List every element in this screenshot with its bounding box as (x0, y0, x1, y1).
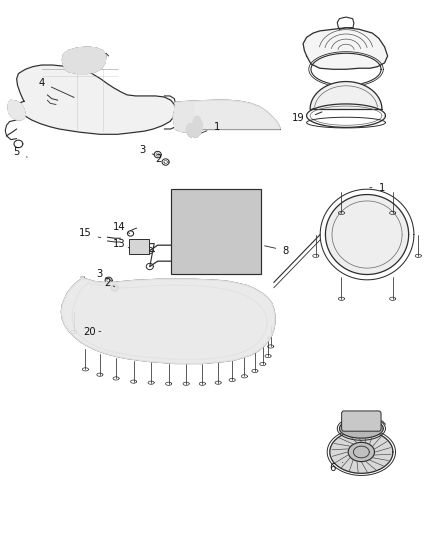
Polygon shape (62, 47, 106, 74)
Text: 20: 20 (84, 327, 101, 336)
FancyBboxPatch shape (342, 411, 381, 431)
Polygon shape (105, 277, 112, 284)
Bar (171, 189, 261, 274)
Polygon shape (175, 100, 280, 129)
Polygon shape (162, 159, 169, 165)
Polygon shape (310, 82, 382, 109)
Text: 2: 2 (155, 154, 165, 164)
Polygon shape (111, 285, 118, 291)
Polygon shape (225, 220, 232, 226)
Text: 1: 1 (201, 122, 220, 133)
Text: 5: 5 (14, 147, 27, 157)
Polygon shape (348, 442, 374, 462)
Polygon shape (233, 212, 240, 219)
Text: 19: 19 (291, 108, 314, 123)
Polygon shape (61, 277, 275, 364)
Polygon shape (154, 151, 161, 158)
Polygon shape (173, 102, 193, 132)
Text: 1: 1 (370, 183, 385, 192)
Polygon shape (303, 28, 388, 69)
Text: 15: 15 (78, 229, 101, 238)
Polygon shape (17, 65, 175, 134)
Polygon shape (186, 116, 202, 138)
Text: 14: 14 (113, 222, 130, 233)
Text: 3: 3 (229, 211, 240, 222)
Polygon shape (339, 419, 383, 438)
Polygon shape (330, 431, 393, 473)
Text: 8: 8 (265, 246, 289, 255)
Text: 13: 13 (113, 239, 129, 249)
Text: 2: 2 (239, 204, 248, 213)
Polygon shape (8, 100, 25, 120)
Bar (129, 239, 149, 254)
Text: 4: 4 (39, 78, 74, 98)
Polygon shape (325, 195, 409, 274)
Text: 2: 2 (104, 278, 115, 288)
Text: 3: 3 (97, 270, 106, 279)
Text: 6: 6 (330, 463, 343, 473)
Text: 3: 3 (139, 146, 154, 155)
